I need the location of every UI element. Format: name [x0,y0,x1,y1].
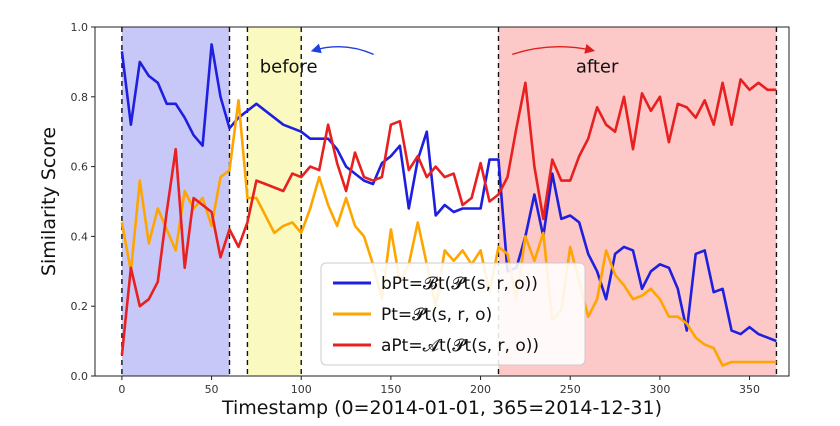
x-axis-label: Timestamp (0=2014-01-01, 365=2014-12-31) [221,397,662,419]
x-tick-label: 250 [560,383,581,396]
legend: bPt=𝓑t(𝓟t(s, r, o)) Pt=𝓟t(s, r, o) aPt=𝓐t(… [320,262,586,366]
legend-label-0: bPt=𝓑t(𝓟t(s, r, o)) [381,274,538,294]
annotation-arrow-before [310,43,374,55]
y-tick-label: 0.6 [71,161,89,174]
y-tick-label: 0.4 [71,230,89,243]
axis-ticks: 0 50 100 150 200 250 300 350 0.0 0.2 0.4 0.6 0.8 1.0 [71,21,761,396]
x-tick-label: 100 [291,383,312,396]
y-tick-label: 0.2 [71,300,89,313]
series-lines [120,43,777,367]
annotation-arrow-after [511,43,596,55]
x-tick-label: 0 [118,383,125,396]
y-tick-label: 1.0 [71,21,89,34]
annotation-after: after [576,56,619,77]
series-line-0 [120,43,777,343]
legend-label-2: aPt=𝓐t(𝓟t(s, r, o)) [381,336,539,356]
shaded-region-1 [247,27,302,376]
plot-frame [94,26,790,377]
y-axis-label: Similarity Score [38,127,60,276]
y-tick-label: 0.0 [71,370,89,383]
legend-label-1: Pt=𝓟t(s, r, o) [381,305,492,325]
annotation-before: before [260,56,318,77]
x-tick-label: 150 [380,383,401,396]
annotations: before after [260,43,619,77]
x-tick-label: 350 [739,383,760,396]
series-line-1 [120,99,777,367]
series-line-2 [120,78,777,356]
legend-box [320,262,586,366]
y-tick-label: 0.8 [71,91,89,104]
x-tick-label: 300 [649,383,670,396]
x-tick-label: 200 [470,383,491,396]
shaded-region-0 [121,27,230,376]
x-tick-label: 50 [205,383,219,396]
